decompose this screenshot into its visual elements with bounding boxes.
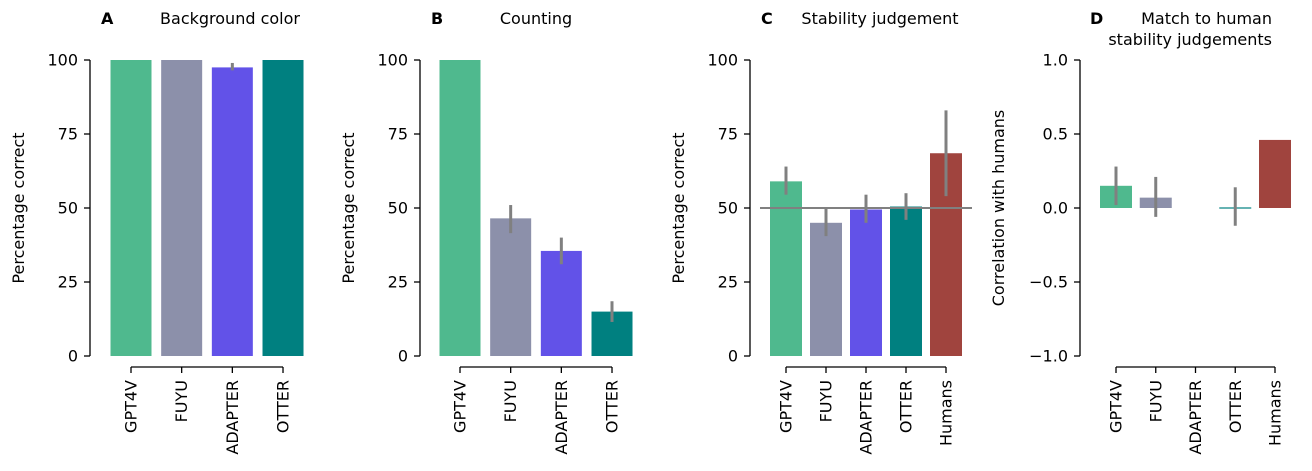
y-axis-label: Percentage correct: [339, 132, 358, 283]
y-tick-label: −1.0: [1029, 347, 1068, 366]
panel-title: stability judgements: [1108, 30, 1272, 49]
y-tick-label: 50: [58, 199, 78, 218]
bar-gpt4v: [111, 60, 152, 356]
y-tick-label: 1.0: [1043, 51, 1068, 70]
x-tick-label-otter: OTTER: [274, 380, 293, 433]
bar-fuyu: [810, 223, 842, 356]
x-tick-label-otter: OTTER: [1226, 380, 1245, 433]
x-tick-label-otter: OTTER: [603, 380, 622, 433]
y-tick-label: 100: [377, 51, 408, 70]
panel-a: A Background color 0 25 50 75 100 Percentage co…: [9, 9, 304, 455]
panel-title: Background color: [160, 9, 300, 28]
x-tick-label-adapter: ADAPTER: [857, 380, 876, 455]
panel-d: D Match to human stability judgements −1.0 −…: [989, 9, 1291, 455]
panel-letter: B: [431, 9, 443, 28]
x-tick-label-adapter: ADAPTER: [1186, 380, 1205, 455]
y-tick-label: −0.5: [1029, 273, 1068, 292]
y-tick-label: 25: [718, 273, 738, 292]
y-tick-label: 0.5: [1043, 125, 1068, 144]
panel-letter: C: [761, 9, 773, 28]
y-tick-label: 75: [718, 125, 738, 144]
x-tick-label-fuyu: FUYU: [1146, 380, 1165, 422]
y-tick-label: 0: [728, 347, 738, 366]
bar-fuyu: [161, 60, 202, 356]
x-tick-label-humans: Humans: [937, 380, 956, 446]
panel-letter: A: [101, 9, 114, 28]
y-tick-label: 25: [388, 273, 408, 292]
x-tick-label-adapter: ADAPTER: [552, 380, 571, 455]
panel-title: Match to human: [1141, 9, 1272, 28]
bar-adapter: [212, 67, 253, 356]
bar-fuyu: [490, 218, 531, 356]
x-tick-label-gpt4v: GPT4V: [777, 380, 796, 433]
bar-adapter: [850, 209, 882, 356]
panel-letter: D: [1090, 9, 1103, 28]
y-tick-label: 0: [398, 347, 408, 366]
bar-otter: [263, 60, 304, 356]
x-tick-label-adapter: ADAPTER: [223, 380, 242, 455]
y-tick-label: 100: [707, 51, 738, 70]
x-tick-label-gpt4v: GPT4V: [1107, 380, 1126, 433]
y-axis-label: Percentage correct: [669, 132, 688, 283]
y-tick-label: 50: [718, 199, 738, 218]
x-tick-label-fuyu: FUYU: [501, 380, 520, 422]
x-tick-label-gpt4v: GPT4V: [451, 380, 470, 433]
y-tick-label: 0: [68, 347, 78, 366]
y-tick-label: 75: [58, 125, 78, 144]
bar-gpt4v: [440, 60, 481, 356]
y-tick-label: 0.0: [1043, 199, 1068, 218]
y-tick-label: 100: [47, 51, 78, 70]
bar-humans: [1259, 140, 1291, 208]
panel-c: C Stability judgement 0 25 50 75 100 Percentage…: [669, 9, 972, 455]
x-tick-label-gpt4v: GPT4V: [122, 380, 141, 433]
bar-adapter: [541, 251, 582, 356]
panel-title: Counting: [500, 9, 572, 28]
x-tick-label-fuyu: FUYU: [817, 380, 836, 422]
panel-title: Stability judgement: [801, 9, 958, 28]
y-tick-label: 25: [58, 273, 78, 292]
y-axis-label: Correlation with humans: [989, 110, 1008, 307]
x-tick-label-otter: OTTER: [897, 380, 916, 433]
y-tick-label: 75: [388, 125, 408, 144]
x-tick-label-fuyu: FUYU: [172, 380, 191, 422]
y-tick-label: 50: [388, 199, 408, 218]
y-axis-label: Percentage correct: [9, 132, 28, 283]
x-tick-label-humans: Humans: [1266, 380, 1285, 446]
panel-b: B Counting 0 25 50 75 100 Percentage correct GPT…: [339, 9, 633, 455]
bar-otter: [890, 207, 922, 356]
